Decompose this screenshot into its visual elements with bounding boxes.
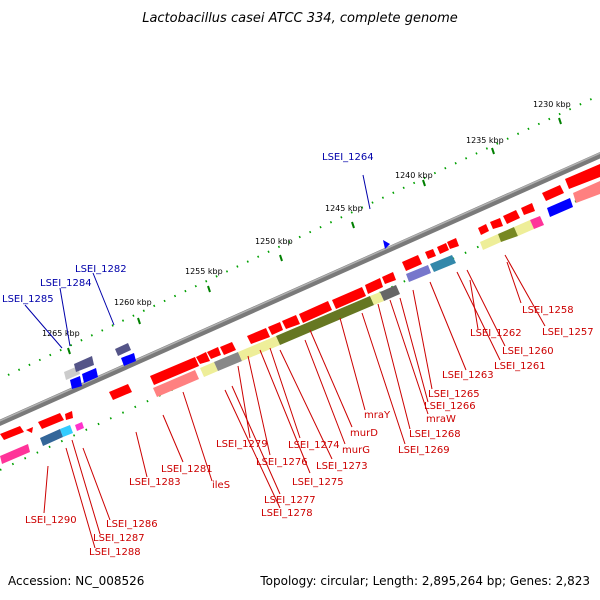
- gene-arrow[interactable]: [437, 243, 449, 254]
- gene-arrow[interactable]: [365, 278, 383, 294]
- gene-arrow[interactable]: [490, 218, 503, 229]
- gene-arrow[interactable]: [220, 342, 236, 355]
- gene-label[interactable]: LSEI_1260: [502, 346, 554, 357]
- gene-label[interactable]: LSEI_1268: [409, 429, 461, 440]
- gene-label[interactable]: LSEI_1283: [129, 477, 181, 488]
- gene-label[interactable]: LSEI_1287: [93, 533, 145, 544]
- kbp-label: 1235 kbp: [466, 136, 504, 145]
- gene-arrow[interactable]: [565, 164, 600, 189]
- gene-label[interactable]: murD: [350, 428, 378, 439]
- gene-label[interactable]: LSEI_1273: [316, 461, 368, 472]
- reverse-gene-labels: LSEI_1264 LSEI_1282 LSEI_1284 LSEI_1285: [2, 152, 374, 349]
- gene-label[interactable]: LSEI_1257: [542, 327, 594, 338]
- topology-label: Topology: circular; Length: 2,895,264 bp…: [259, 574, 590, 588]
- gene-arrow[interactable]: [65, 411, 73, 420]
- gene-label[interactable]: LSEI_1279: [216, 439, 268, 450]
- gene-label[interactable]: mraW: [426, 414, 456, 425]
- gene-arrow[interactable]: [542, 185, 564, 201]
- gene-arrow[interactable]: [26, 427, 33, 433]
- forward-gene-labels: [43, 254, 546, 549]
- gene-arrow[interactable]: [196, 352, 210, 364]
- gene-label[interactable]: LSEI_1282: [75, 264, 127, 275]
- gene-label[interactable]: LSEI_1286: [106, 519, 158, 530]
- accession-label: Accession: NC_008526: [8, 574, 144, 588]
- kbp-label: 1255 kbp: [185, 267, 223, 276]
- forward-gene-label-texts: LSEI_1258 LSEI_1257 LSEI_1262 LSEI_1260 …: [25, 305, 594, 558]
- forward-gene-blocks: [0, 164, 600, 440]
- gene-arrow[interactable]: [268, 322, 283, 335]
- gene-label[interactable]: LSEI_1275: [292, 477, 344, 488]
- gene-label[interactable]: ileS: [212, 480, 230, 491]
- gene-arrow[interactable]: [402, 255, 422, 271]
- gene-label[interactable]: LSEI_1265: [428, 389, 480, 400]
- kbp-label: 1250 kbp: [255, 237, 293, 246]
- gene-arrow[interactable]: [382, 272, 396, 284]
- kbp-label: 1240 kbp: [395, 171, 433, 180]
- gene-label[interactable]: LSEI_1258: [522, 305, 574, 316]
- gene-label[interactable]: LSEI_1278: [261, 508, 313, 519]
- reverse-gene-blocks: [70, 240, 390, 389]
- gene-arrow[interactable]: [121, 353, 136, 366]
- gene-label[interactable]: LSEI_1261: [494, 361, 546, 372]
- gene-label[interactable]: LSEI_1284: [40, 278, 92, 289]
- gene-arrow[interactable]: [282, 315, 300, 329]
- gene-arrow[interactable]: [82, 368, 98, 383]
- gene-label[interactable]: LSEI_1263: [442, 370, 494, 381]
- gene-label[interactable]: mraY: [364, 410, 391, 421]
- genome-backbone: [0, 151, 600, 427]
- gene-arrow[interactable]: [70, 376, 82, 389]
- gene-label[interactable]: LSEI_1288: [89, 547, 141, 558]
- gene-arrow[interactable]: [38, 413, 64, 429]
- gene-label[interactable]: LSEI_1264: [322, 152, 374, 163]
- gene-arrow[interactable]: [207, 347, 221, 359]
- gene-label[interactable]: LSEI_1274: [288, 440, 340, 451]
- gene-arrow[interactable]: [0, 426, 24, 440]
- gene-arrow[interactable]: [478, 224, 489, 235]
- kbp-label: 1265 kbp: [42, 329, 80, 338]
- gene-label[interactable]: LSEI_1262: [470, 328, 522, 339]
- gene-arrow[interactable]: [383, 240, 390, 249]
- gene-label[interactable]: LSEI_1290: [25, 515, 77, 526]
- gene-label[interactable]: LSEI_1277: [264, 495, 316, 506]
- genome-backbone-highlight: [0, 152, 600, 422]
- gene-arrow[interactable]: [447, 238, 459, 249]
- gene-arrow[interactable]: [299, 301, 332, 323]
- gene-label[interactable]: LSEI_1276: [256, 457, 308, 468]
- gene-label[interactable]: LSEI_1266: [424, 401, 476, 412]
- feature-boxes: [0, 181, 600, 464]
- gene-label[interactable]: murG: [342, 445, 370, 456]
- gene-arrow[interactable]: [503, 210, 520, 224]
- kbp-ticks: [67, 117, 562, 355]
- gene-arrow[interactable]: [521, 203, 535, 215]
- map-title: Lactobacillus casei ATCC 334, complete g…: [142, 11, 458, 26]
- gene-arrow[interactable]: [150, 357, 199, 385]
- gene-label[interactable]: LSEI_1285: [2, 294, 54, 305]
- gene-arrow[interactable]: [109, 384, 132, 400]
- gene-label[interactable]: LSEI_1281: [161, 464, 213, 475]
- gene-arrow[interactable]: [332, 287, 366, 309]
- kbp-label: 1230 kbp: [533, 100, 571, 109]
- gene-arrow[interactable]: [247, 328, 270, 344]
- gene-arrow[interactable]: [425, 249, 436, 259]
- kbp-label: 1245 kbp: [325, 204, 363, 213]
- gene-label[interactable]: LSEI_1269: [398, 445, 450, 456]
- kbp-labels: 1230 kbp 1235 kbp 1240 kbp 1245 kbp 1250…: [42, 100, 571, 338]
- kbp-label: 1260 kbp: [114, 298, 152, 307]
